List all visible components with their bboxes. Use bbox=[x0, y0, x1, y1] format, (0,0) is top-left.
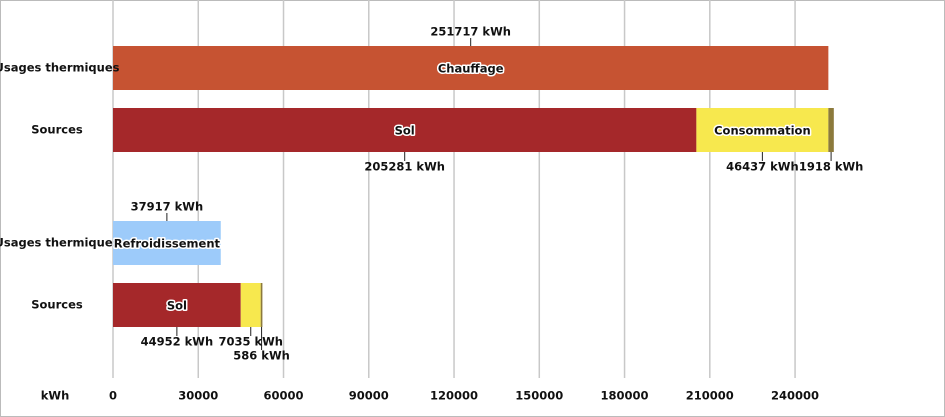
value-label: 46437 kWh bbox=[726, 160, 799, 174]
x-tick-label: 30000 bbox=[178, 389, 218, 403]
x-tick-label: 150000 bbox=[515, 389, 563, 403]
segment-name: Sol bbox=[167, 299, 187, 313]
x-tick-label: 0 bbox=[109, 389, 117, 403]
bar-layer bbox=[113, 38, 834, 350]
row-label: Usages thermiques bbox=[0, 236, 120, 250]
x-tick-label: 120000 bbox=[430, 389, 478, 403]
x-tick-label: 240000 bbox=[771, 389, 819, 403]
value-label: 37917 kWh bbox=[131, 200, 204, 214]
bar-segment bbox=[240, 283, 261, 327]
bar-segment bbox=[113, 221, 221, 265]
bar-segment bbox=[828, 108, 834, 152]
x-tick-label: 60000 bbox=[264, 389, 304, 403]
row-label: Sources bbox=[31, 123, 83, 137]
x-tick-label: 90000 bbox=[349, 389, 389, 403]
bar-segment bbox=[113, 283, 241, 327]
segment-name: Chauffage bbox=[438, 62, 504, 76]
value-label: 251717 kWh bbox=[430, 25, 511, 39]
row-label: Sources bbox=[31, 298, 83, 312]
bar-segment bbox=[113, 46, 829, 90]
value-label: 7035 kWh bbox=[218, 335, 283, 349]
row-label: Usages thermiques bbox=[0, 61, 120, 75]
x-axis-label: kWh bbox=[41, 389, 70, 403]
bar-segment bbox=[113, 108, 697, 152]
value-label: 205281 kWh bbox=[364, 160, 445, 174]
bar-segment bbox=[696, 108, 829, 152]
segment-name: Consommation bbox=[714, 124, 811, 138]
x-tick-label: 180000 bbox=[601, 389, 649, 403]
segment-name: Refroidissement bbox=[114, 237, 221, 251]
bar-segment bbox=[260, 283, 263, 327]
segment-name: Sol bbox=[395, 124, 415, 138]
value-label: 586 kWh bbox=[233, 349, 290, 363]
x-tick-label: 210000 bbox=[686, 389, 734, 403]
value-label: 44952 kWh bbox=[141, 335, 214, 349]
value-label: 1918 kWh bbox=[799, 160, 864, 174]
